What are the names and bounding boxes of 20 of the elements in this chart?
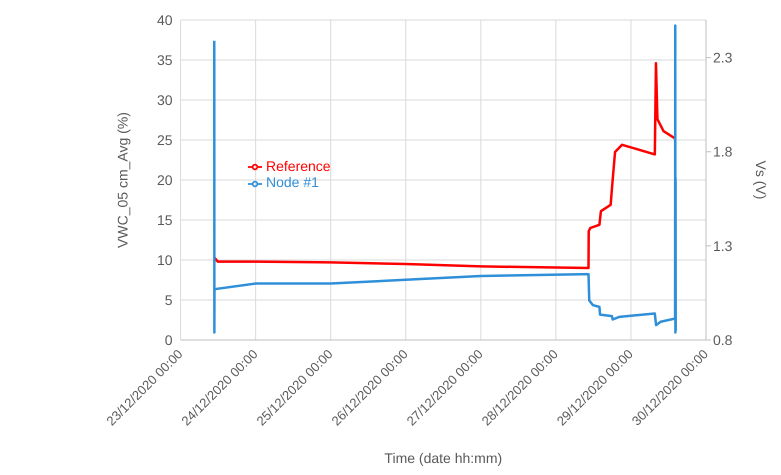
y-tick-label: 25 <box>157 132 173 148</box>
y2-tick-label: 2.3 <box>713 50 733 66</box>
line-series <box>213 62 676 270</box>
y-axis-title: VWC_05 cm_Avg (%) <box>114 112 131 248</box>
y-tick-label: 30 <box>157 92 173 108</box>
y2-tick-label: 0.8 <box>713 332 733 348</box>
x-axis-title: Time (date hh:mm) <box>384 450 502 466</box>
y-tick-label: 15 <box>157 212 173 228</box>
legend-label: Node #1 <box>266 174 319 190</box>
y-tick-label: 5 <box>164 292 173 308</box>
y-tick-label: 0 <box>164 332 173 348</box>
y2-axis-title: Vs (V) <box>753 160 770 200</box>
y-tick-label: 35 <box>157 52 173 68</box>
legend-label: Reference <box>266 158 331 174</box>
y-tick-label: 40 <box>157 12 173 28</box>
y-tick-label: 10 <box>157 252 173 268</box>
y2-tick-label: 1.8 <box>713 144 733 160</box>
y2-tick-label: 1.3 <box>713 238 733 254</box>
y-tick-label: 20 <box>157 172 173 188</box>
line-series <box>213 24 677 334</box>
